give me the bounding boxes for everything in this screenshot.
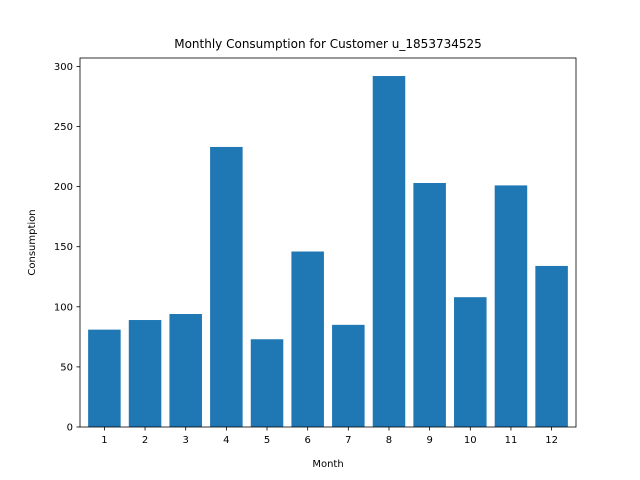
bar-9 [413,183,446,427]
y-tick-label: 300 [54,62,73,73]
bar-11 [494,185,528,427]
bar-6 [291,251,324,427]
bar-7 [332,324,365,427]
bar-4 [210,146,243,427]
bars-group [88,76,568,428]
bar-3 [169,314,202,427]
x-tick-label: 5 [264,435,270,446]
y-tick-label: 100 [54,302,73,313]
bar-5 [250,339,284,427]
x-tick-label: 12 [545,435,558,446]
x-tick-label: 3 [183,435,189,446]
x-tick-label: 6 [304,435,310,446]
x-tick-label: 8 [386,435,392,446]
y-axis-label: Consumption [27,209,38,275]
y-tick-label: 50 [60,362,73,373]
x-tick-label: 2 [142,435,148,446]
bar-10 [454,297,487,427]
x-tick-label: 11 [505,435,518,446]
chart-title: Monthly Consumption for Customer u_18537… [174,37,482,51]
y-tick-label: 200 [54,182,73,193]
y-tick-label: 0 [67,423,73,434]
bar-1 [88,329,121,427]
bar-8 [372,76,406,428]
plot-frame [79,57,577,428]
x-tick-label: 7 [345,435,351,446]
x-tick-label: 9 [426,435,432,446]
bar-12 [535,265,568,427]
x-tick-label: 4 [223,435,229,446]
x-tick-label: 1 [101,435,107,446]
x-axis-ticks: 1 2 3 4 5 6 7 8 9 10 11 12 [101,427,558,446]
y-tick-label: 150 [54,242,73,253]
y-tick-label: 250 [54,122,73,133]
x-axis-label: Month [312,459,343,470]
x-tick-label: 10 [464,435,477,446]
bar-2 [128,320,162,427]
y-axis-ticks: 0 50 100 150 200 250 300 [54,62,80,434]
